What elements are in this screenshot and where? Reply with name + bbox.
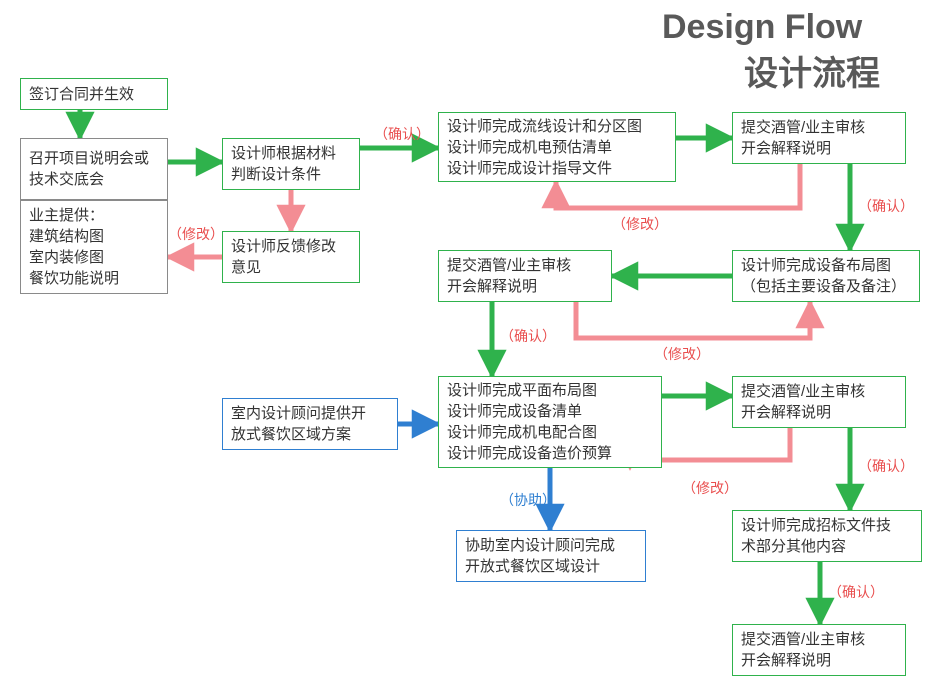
flow-node-n_flow4: 设计师完成平面布局图设计师完成设备清单设计师完成机电配合图设计师完成设备造价预算 [438,376,662,468]
flow-node-n_feedback: 设计师反馈修改意见 [222,231,360,283]
edge-label-4: （确认） [374,124,430,144]
edge-label-16: （确认） [828,582,884,602]
edge-label-15: （确认） [858,456,914,476]
flow-node-n_tender: 设计师完成招标文件技术部分其他内容 [732,510,922,562]
flow-node-n_meeting: 召开项目说明会或技术交底会 [20,138,168,200]
edge-label-13: （修改） [682,478,738,498]
flow-node-n_interior: 室内设计顾问提供开放式餐饮区域方案 [222,398,398,450]
flow-node-n_review4: 提交酒管/业主审核开会解释说明 [732,624,906,676]
edge-label-7: （确认） [858,196,914,216]
edge-label-9: （修改） [654,344,710,364]
flow-node-n_review3: 提交酒管/业主审核开会解释说明 [732,376,906,428]
flow-node-n_flow3: 设计师完成流线设计和分区图设计师完成机电预估清单设计师完成设计指导文件 [438,112,676,182]
flow-edge-9 [576,302,810,338]
flow-node-n_owner: 业主提供：建筑结构图室内装修图餐饮功能说明 [20,200,168,294]
flow-node-n_contract: 签订合同并生效 [20,78,168,110]
edge-label-14: （协助） [500,490,556,510]
flow-node-n_judge: 设计师根据材料判断设计条件 [222,138,360,190]
title-english: Design Flow [662,8,862,47]
flow-node-n_assist: 协助室内设计顾问完成开放式餐饮区域设计 [456,530,646,582]
flow-node-n_review1: 提交酒管/业主审核开会解释说明 [732,112,906,164]
edge-label-3: （修改） [168,224,224,244]
edge-label-6: （修改） [612,214,668,234]
edge-label-10: （确认） [500,326,556,346]
flow-node-n_layout: 设计师完成设备布局图（包括主要设备及备注） [732,250,920,302]
flow-node-n_review2: 提交酒管/业主审核开会解释说明 [438,250,612,302]
title-chinese: 设计流程 [744,46,880,95]
